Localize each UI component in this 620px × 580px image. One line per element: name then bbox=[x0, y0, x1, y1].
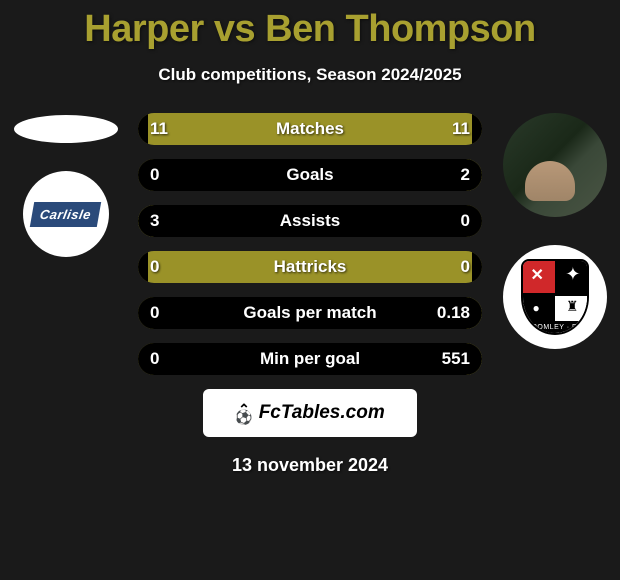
stat-bar-left bbox=[138, 251, 148, 283]
page-title: Harper vs Ben Thompson bbox=[0, 0, 620, 51]
stat-value-right: 11 bbox=[452, 119, 470, 139]
stat-row: 11 Matches 11 bbox=[138, 113, 482, 145]
stat-value-left: 11 bbox=[150, 119, 168, 139]
stat-bar-left bbox=[138, 113, 148, 145]
stat-bar-right bbox=[472, 251, 482, 283]
stat-row: 0 Hattricks 0 bbox=[138, 251, 482, 283]
stat-value-left: 0 bbox=[150, 303, 159, 323]
right-column: BROMLEY · FC bbox=[497, 113, 612, 349]
stat-label: Matches bbox=[276, 119, 344, 139]
stat-bar-left bbox=[138, 159, 148, 191]
stat-value-right: 0.18 bbox=[437, 303, 470, 323]
stat-bar-left bbox=[138, 343, 148, 375]
player1-avatar-placeholder bbox=[14, 115, 118, 143]
stat-value-left: 0 bbox=[150, 165, 159, 185]
stat-value-right: 551 bbox=[442, 349, 470, 369]
stat-value-right: 0 bbox=[461, 211, 470, 231]
stat-label: Goals per match bbox=[243, 303, 376, 323]
site-badge: ⌃⚽ FcTables.com bbox=[203, 389, 417, 437]
player1-club-name: Carlisle bbox=[30, 202, 101, 227]
stat-value-right: 2 bbox=[461, 165, 470, 185]
stat-label: Assists bbox=[280, 211, 340, 231]
stat-value-left: 3 bbox=[150, 211, 159, 231]
title-vs: vs bbox=[214, 8, 255, 50]
stat-bar-right bbox=[472, 113, 482, 145]
stats-list: 11 Matches 11 0 Goals 2 3 Assists 0 0 Hattricks 0 0 G… bbox=[138, 113, 482, 375]
stat-value-left: 0 bbox=[150, 349, 159, 369]
stat-row: 0 Goals 2 bbox=[138, 159, 482, 191]
content-area: Carlisle BROMLEY · FC bbox=[0, 113, 620, 375]
stat-label: Goals bbox=[286, 165, 333, 185]
stat-label: Hattricks bbox=[274, 257, 347, 277]
left-column: Carlisle bbox=[8, 113, 123, 257]
site-name: FcTables.com bbox=[259, 402, 385, 424]
stat-value-left: 0 bbox=[150, 257, 159, 277]
stat-row: 0 Goals per match 0.18 bbox=[138, 297, 482, 329]
comparison-card: Harper vs Ben Thompson Club competitions… bbox=[0, 0, 620, 580]
subtitle: Club competitions, Season 2024/2025 bbox=[0, 65, 620, 85]
title-player2: Ben Thompson bbox=[265, 8, 536, 50]
shield-icon: BROMLEY · FC bbox=[521, 259, 589, 335]
stat-bar-left bbox=[138, 297, 148, 329]
stat-value-right: 0 bbox=[461, 257, 470, 277]
player2-club-badge: BROMLEY · FC bbox=[503, 245, 607, 349]
footer-date: 13 november 2024 bbox=[0, 455, 620, 476]
stat-bar-right bbox=[472, 205, 482, 237]
site-logo-icon: ⌃⚽ bbox=[235, 405, 252, 421]
title-player1: Harper bbox=[84, 8, 204, 50]
stat-row: 3 Assists 0 bbox=[138, 205, 482, 237]
player2-avatar bbox=[503, 113, 607, 217]
stat-row: 0 Min per goal 551 bbox=[138, 343, 482, 375]
player1-club-badge: Carlisle bbox=[23, 171, 109, 257]
stat-label: Min per goal bbox=[260, 349, 360, 369]
player2-club-banner: BROMLEY · FC bbox=[525, 321, 585, 335]
